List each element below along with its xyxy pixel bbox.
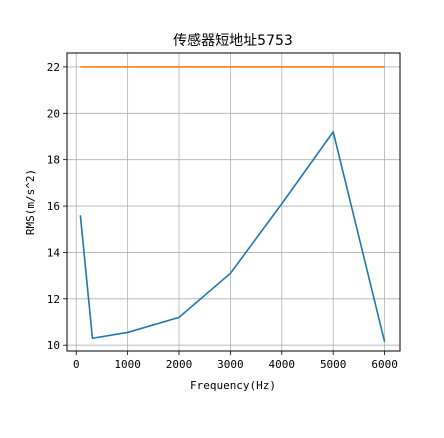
plot-frame	[66, 52, 401, 352]
x-tick-label: 5000	[320, 358, 347, 371]
y-tick-label: 22	[47, 61, 60, 74]
y-tick-label: 14	[47, 246, 61, 259]
y-tick-label: 20	[47, 107, 60, 120]
x-axis-label: Frequency(Hz)	[190, 379, 276, 392]
y-tick-label: 10	[47, 339, 60, 352]
series-line-1	[79, 131, 386, 342]
y-axis-ticks: 10 12 14 16 18 20 22	[47, 61, 67, 352]
x-tick-label: 4000	[269, 358, 296, 371]
y-tick-label: 16	[47, 200, 60, 213]
y-axis-label: RMS(m/s^2)	[24, 169, 37, 235]
x-axis-ticks: 0 1000 2000 3000 4000 5000 6000	[73, 351, 398, 371]
series-layer	[79, 66, 386, 342]
x-tick-label: 1000	[114, 358, 141, 371]
y-tick-label: 12	[47, 293, 60, 306]
x-tick-label: 3000	[217, 358, 244, 371]
x-tick-label: 0	[73, 358, 80, 371]
chart-title: 传感器短地址5753	[173, 32, 293, 49]
x-tick-label: 6000	[371, 358, 398, 371]
y-tick-label: 18	[47, 154, 60, 167]
x-tick-label: 2000	[166, 358, 193, 371]
